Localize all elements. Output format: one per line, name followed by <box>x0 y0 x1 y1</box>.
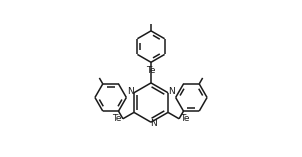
Text: N: N <box>151 119 157 128</box>
Text: Te: Te <box>146 66 156 75</box>
Text: Te: Te <box>180 114 190 123</box>
Text: N: N <box>168 87 175 96</box>
Text: N: N <box>127 87 134 96</box>
Text: Te: Te <box>112 114 122 123</box>
